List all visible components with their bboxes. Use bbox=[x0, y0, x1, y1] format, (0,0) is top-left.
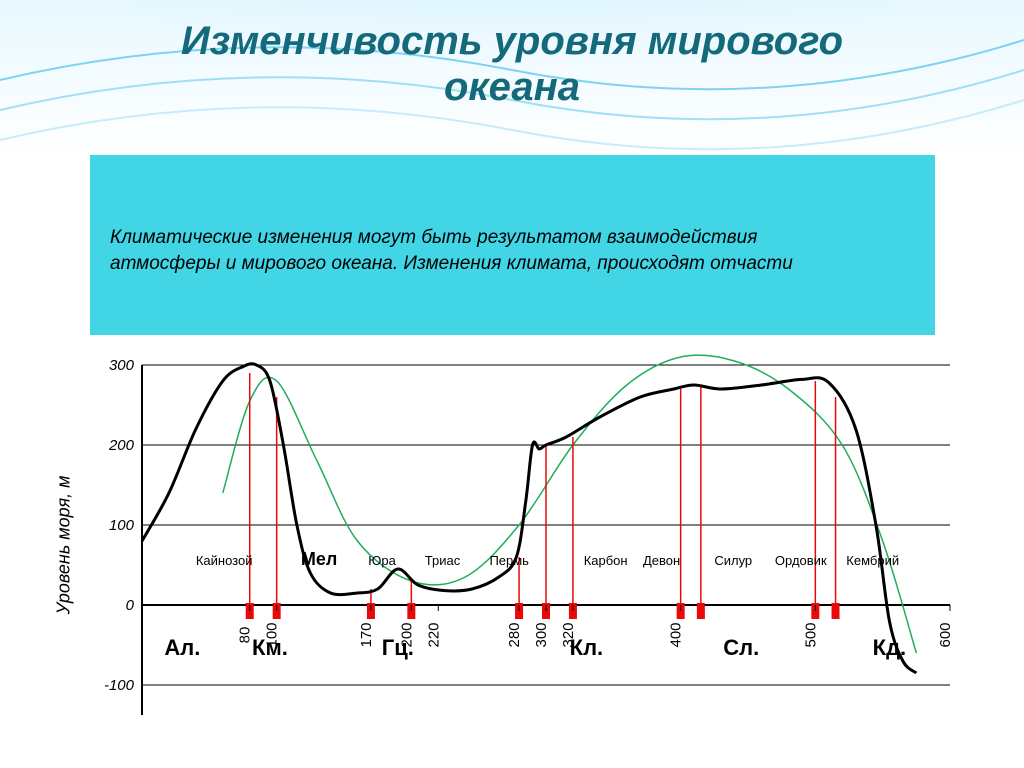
svg-text:0: 0 bbox=[126, 597, 135, 614]
svg-text:280: 280 bbox=[506, 622, 523, 647]
svg-text:Девон: Девон bbox=[643, 553, 680, 568]
svg-text:200: 200 bbox=[108, 437, 135, 454]
y-axis-label: Уровень моря, м bbox=[53, 476, 74, 615]
svg-text:Юра: Юра bbox=[368, 553, 396, 568]
svg-text:220: 220 bbox=[425, 622, 442, 647]
info-text-1: Климатические изменения могут быть резул… bbox=[110, 225, 915, 251]
svg-text:600: 600 bbox=[937, 622, 954, 647]
svg-text:100: 100 bbox=[109, 517, 135, 534]
svg-text:Гц.: Гц. bbox=[382, 635, 414, 660]
svg-text:Кембрий: Кембрий bbox=[846, 553, 899, 568]
chart-svg: -1000100200300КайнозойМелЮраТриасПермьКа… bbox=[50, 345, 970, 745]
svg-text:Кайнозой: Кайнозой bbox=[196, 553, 253, 568]
svg-text:500: 500 bbox=[802, 622, 819, 647]
svg-text:Км.: Км. bbox=[252, 635, 288, 660]
svg-text:Триас: Триас bbox=[425, 553, 461, 568]
svg-text:Карбон: Карбон bbox=[584, 553, 628, 568]
svg-text:Кл.: Кл. bbox=[570, 635, 604, 660]
info-text-2: атмосферы и мирового океана. Изменения к… bbox=[110, 251, 915, 277]
page-title: Изменчивость уровня мирового океана bbox=[0, 0, 1024, 110]
title-line1: Изменчивость уровня мирового bbox=[181, 19, 843, 63]
svg-text:Сл.: Сл. bbox=[723, 635, 759, 660]
svg-text:300: 300 bbox=[109, 357, 135, 374]
svg-text:Ал.: Ал. bbox=[164, 635, 200, 660]
svg-text:Ордовик: Ордовик bbox=[775, 553, 827, 568]
svg-text:170: 170 bbox=[358, 622, 375, 647]
sea-level-chart: Уровень моря, м -1000100200300КайнозойМе… bbox=[50, 345, 970, 745]
title-line2: океана bbox=[444, 65, 580, 109]
svg-text:Пермь: Пермь bbox=[489, 553, 529, 568]
info-panel: Климатические изменения могут быть резул… bbox=[90, 155, 935, 335]
svg-text:-100: -100 bbox=[104, 677, 135, 694]
svg-text:Кд.: Кд. bbox=[873, 635, 907, 660]
svg-text:Силур: Силур bbox=[714, 553, 752, 568]
svg-text:300: 300 bbox=[533, 622, 550, 647]
svg-text:400: 400 bbox=[668, 622, 685, 647]
